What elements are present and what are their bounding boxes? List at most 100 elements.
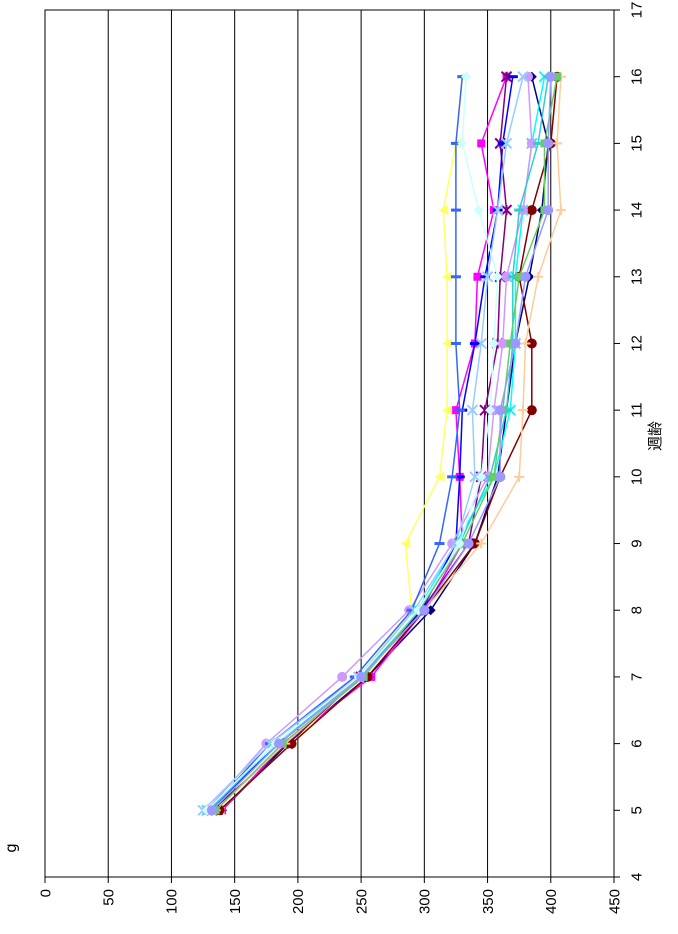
data-point [506,339,515,348]
x-tick-label: 10 [628,469,645,486]
data-point [520,271,531,282]
y-tick-label: 350 [480,889,497,914]
series-11 [197,70,529,817]
data-point [400,538,411,549]
data-point [514,471,525,482]
data-point [520,338,531,349]
data-point [442,271,453,282]
data-point [273,738,284,749]
y-tick-label: 250 [353,889,370,914]
y-tick-label: 200 [290,889,307,914]
data-point [485,405,496,416]
data-point [543,205,554,216]
data-point [469,471,481,483]
data-point [461,71,472,82]
series-layer [197,70,566,817]
data-point [206,805,217,816]
data-point [473,205,484,216]
y-axis-label: g [2,843,20,853]
data-point [419,605,430,616]
data-point [438,205,449,216]
data-point [517,405,528,416]
data-point [475,337,487,350]
data-point [500,204,513,216]
data-point [495,471,506,482]
series-line [206,76,499,811]
series-line [206,76,546,811]
data-point [533,271,544,282]
data-point [545,71,556,82]
series-line [202,76,524,811]
x-tick-label: 13 [628,268,645,285]
y-tick-label: 150 [227,889,244,914]
plot-area [44,9,615,878]
data-point [526,205,537,216]
data-point [552,138,563,149]
data-point [500,70,513,83]
x-tick-label: 12 [628,335,645,352]
y-tick-label: 450 [606,889,623,914]
series-line [211,76,508,811]
data-point [495,405,506,416]
y-tick-label: 300 [417,889,434,914]
data-point [543,138,554,149]
data-point [489,472,498,481]
series-line [208,76,464,811]
x-tick-label: 9 [628,539,645,547]
data-point [553,72,562,81]
data-point [515,272,524,281]
series-3 [214,71,468,816]
x-tick-label: 5 [628,806,645,814]
data-point [457,138,468,149]
x-tick-label: 6 [628,739,645,747]
x-tick-label: 16 [628,68,645,85]
x-tick-label: 7 [628,673,645,681]
tick-labels: 4 5 6 7 8 9 10 11 12 13 14 15 16 17 0 50 100 150 200 250 300… [37,2,645,914]
data-point [479,404,491,416]
data-point [466,404,479,416]
series-line [221,76,508,811]
x-tick-label: 15 [628,135,645,152]
series-5 [206,70,513,817]
x-tick-label: 14 [628,202,645,219]
data-point [555,205,566,216]
data-point [476,538,487,549]
data-point [463,538,474,549]
series-line [215,76,562,811]
data-point [434,471,445,482]
series-line [206,76,533,811]
series-7 [210,71,566,816]
data-point [526,405,537,416]
series-2 [218,72,511,815]
data-point [442,338,453,349]
series-9 [201,71,537,816]
data-point [476,471,487,482]
plot-frame [44,9,615,878]
y-tick-label: 400 [543,889,560,914]
data-point [481,271,494,283]
data-point [454,538,465,549]
data-point [442,405,453,416]
series-15 [206,71,556,816]
x-tick-label: 11 [628,402,645,418]
x-axis-label: 週齢 [646,421,664,451]
y-tick-label: 0 [37,889,54,897]
data-point [501,271,512,282]
data-point [497,338,508,349]
series-6 [214,71,563,816]
series-line [215,76,558,811]
data-point [492,271,503,282]
data-point [526,138,537,149]
data-point [491,204,504,216]
data-point [488,338,499,349]
data-point [526,338,537,349]
data-point [337,671,348,682]
y-tick-label: 100 [164,889,181,914]
series-13 [211,72,562,815]
data-point [517,70,529,83]
series-line [211,76,552,811]
data-point [477,139,486,148]
x-tick-label: 4 [628,873,645,881]
x-tick-label: 8 [628,606,645,614]
x-tick-label: 17 [628,2,645,19]
